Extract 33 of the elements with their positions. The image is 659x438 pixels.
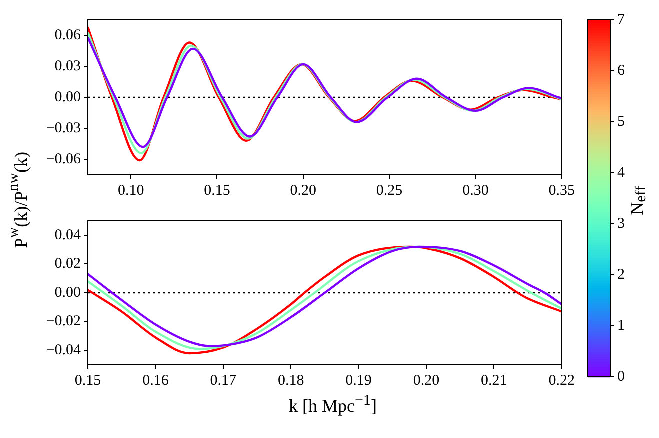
x-tick-label: 0.15	[74, 372, 102, 389]
x-tick-label: 0.20	[290, 182, 317, 199]
y-tick-label: 0.00	[54, 89, 81, 106]
y-tick-label: −0.04	[46, 342, 82, 359]
color-bar-label: 2	[618, 266, 625, 283]
x-tick-label: 0.22	[548, 372, 575, 389]
x-tick-label: 0.19	[346, 372, 372, 389]
x-tick-label: 0.16	[142, 372, 170, 389]
y-tick-label: −0.02	[46, 314, 81, 330]
color-bar-label: 1	[618, 318, 625, 334]
y-tick-label: 0.06	[54, 27, 82, 44]
y-tick-label: 0.04	[54, 227, 82, 244]
x-tick-label: 0.10	[118, 182, 144, 199]
y-tick-label: −0.06	[46, 151, 82, 168]
x-tick-label: 0.17	[210, 372, 238, 389]
color-bar-label: 6	[618, 62, 626, 79]
x-tick-label: 0.20	[413, 372, 440, 389]
y-tick-label: 0.02	[54, 256, 81, 272]
color-bar-label: 7	[618, 12, 626, 28]
y-tick-label: 0.00	[54, 284, 81, 301]
color-bar-label: 3	[618, 216, 625, 232]
x-tick-label: 0.30	[462, 182, 489, 199]
x-tick-label: 0.18	[278, 372, 304, 389]
x-tick-label: 0.35	[548, 182, 575, 199]
x-tick-label: 0.21	[481, 372, 508, 389]
color-bar-label: 5	[618, 114, 625, 130]
x-tick-label: 0.25	[376, 182, 403, 199]
x-tick-label: 0.15	[204, 182, 230, 199]
color-bar-label: 0	[618, 368, 625, 385]
y-tick-label: 0.03	[54, 58, 81, 74]
x-axis-title: k [h Mpc$^{−1}$]	[288, 393, 378, 417]
y-tick-label: −0.03	[46, 120, 81, 136]
color-bar-label: 4	[618, 164, 626, 181]
